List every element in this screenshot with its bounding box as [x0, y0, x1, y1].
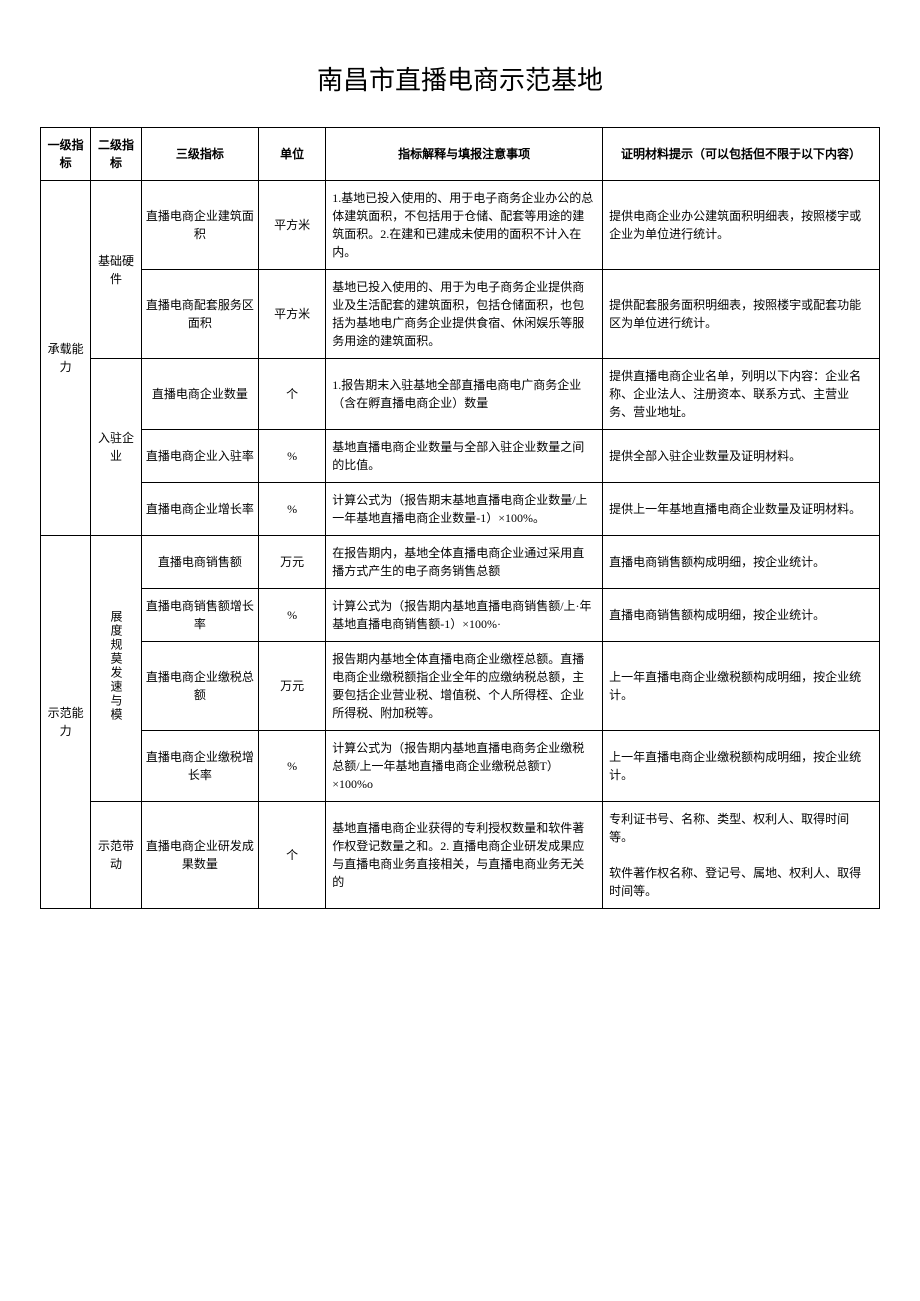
col6-cell: 提供配套服务面积明细表，按照楼宇或配套功能区为单位进行统计。 — [603, 270, 880, 359]
header-col5: 指标解释与填报注意事项 — [326, 128, 603, 181]
col6-cell: 提供全部入驻企业数量及证明材料。 — [603, 430, 880, 483]
col3-cell: 直播电商企业缴税增长率 — [141, 731, 258, 802]
table-row: 直播电商销售额增长率 % 计算公式为（报告期内基地直播电商销售额/上·年基地直播… — [41, 589, 880, 642]
col5-cell: 在报告期内，基地全体直播电商企业通过采用直播方式产生的电子商务销售总额 — [326, 536, 603, 589]
header-col4: 单位 — [259, 128, 326, 181]
col3-cell: 直播电商企业研发成果数量 — [141, 802, 258, 909]
header-col2: 二级指标 — [91, 128, 141, 181]
col3-cell: 直播电商销售额 — [141, 536, 258, 589]
col4-cell: 个 — [259, 802, 326, 909]
col5-cell: 基地已投入使用的、用于为电子商务企业提供商业及生活配套的建筑面积，包括仓储面积，… — [326, 270, 603, 359]
col4-cell: 个 — [259, 359, 326, 430]
col5-cell: 基地直播电商企业获得的专利授权数量和软件著作权登记数量之和。2. 直播电商企业研… — [326, 802, 603, 909]
header-col6: 证明材料提示（可以包括但不限于以下内容） — [603, 128, 880, 181]
col6-cell: 提供直播电商企业名单，列明以下内容：企业名称、企业法人、注册资本、联系方式、主营… — [603, 359, 880, 430]
table-row: 示范能力 展度规莫发速与模 直播电商销售额 万元 在报告期内，基地全体直播电商企… — [41, 536, 880, 589]
col6-cell: 上一年直播电商企业缴税额构成明细，按企业统计。 — [603, 731, 880, 802]
col5-cell: 报告期内基地全体直播电商企业缴桎总额。直播电商企业缴税额指企业全年的应缴纳税总额… — [326, 642, 603, 731]
col5-cell: 计算公式为（报告期内基地直播电商销售额/上·年基地直播电商销售额-1）×100%… — [326, 589, 603, 642]
table-row: 直播电商企业增长率 % 计算公式为（报告期末基地直播电商企业数量/上一年基地直播… — [41, 483, 880, 536]
col3-cell: 直播电商企业建筑面积 — [141, 181, 258, 270]
col4-cell: % — [259, 430, 326, 483]
table-row: 承载能力 基础硬件 直播电商企业建筑面积 平方米 1.基地已投入使用的、用于电子… — [41, 181, 880, 270]
col4-cell: 万元 — [259, 642, 326, 731]
header-col1: 一级指标 — [41, 128, 91, 181]
table-row: 示范带动 直播电商企业研发成果数量 个 基地直播电商企业获得的专利授权数量和软件… — [41, 802, 880, 909]
document-title: 南昌市直播电商示范基地 — [40, 60, 880, 97]
col6-cell: 直播电商销售额构成明细，按企业统计。 — [603, 589, 880, 642]
table-row: 直播电商企业入驻率 % 基地直播电商企业数量与全部入驻企业数量之间的比值。 提供… — [41, 430, 880, 483]
col4-cell: 平方米 — [259, 270, 326, 359]
col5-cell: 1.基地已投入使用的、用于电子商务企业办公的总体建筑面积，不包括用于仓储、配套等… — [326, 181, 603, 270]
col6-cell: 专利证书号、名称、类型、权利人、取得时间等。 软件著作权名称、登记号、属地、权利… — [603, 802, 880, 909]
col4-cell: % — [259, 731, 326, 802]
level2-cell: 示范带动 — [91, 802, 141, 909]
level1-cell: 承载能力 — [41, 181, 91, 536]
header-col3: 三级指标 — [141, 128, 258, 181]
table-row: 入驻企业 直播电商企业数量 个 1.报告期末入驻基地全部直播电商电广商务企业（含… — [41, 359, 880, 430]
col4-cell: 万元 — [259, 536, 326, 589]
col3-cell: 直播电商企业缴税总额 — [141, 642, 258, 731]
col3-cell: 直播电商配套服务区面积 — [141, 270, 258, 359]
col3-cell: 直播电商企业增长率 — [141, 483, 258, 536]
table-row: 直播电商配套服务区面积 平方米 基地已投入使用的、用于为电子商务企业提供商业及生… — [41, 270, 880, 359]
col4-cell: % — [259, 589, 326, 642]
col5-cell: 计算公式为（报告期末基地直播电商企业数量/上一年基地直播电商企业数量-1）×10… — [326, 483, 603, 536]
col6-cell: 提供电商企业办公建筑面积明细表，按照楼宇或企业为单位进行统计。 — [603, 181, 880, 270]
col5-cell: 基地直播电商企业数量与全部入驻企业数量之间的比值。 — [326, 430, 603, 483]
col4-cell: % — [259, 483, 326, 536]
table-row: 直播电商企业缴税增长率 % 计算公式为（报告期内基地直播电商务企业缴税总额/上一… — [41, 731, 880, 802]
indicator-table: 一级指标 二级指标 三级指标 单位 指标解释与填报注意事项 证明材料提示（可以包… — [40, 127, 880, 909]
table-header-row: 一级指标 二级指标 三级指标 单位 指标解释与填报注意事项 证明材料提示（可以包… — [41, 128, 880, 181]
col3-cell: 直播电商企业入驻率 — [141, 430, 258, 483]
col6-cell: 直播电商销售额构成明细，按企业统计。 — [603, 536, 880, 589]
col5-cell: 1.报告期末入驻基地全部直播电商电广商务企业（含在孵直播电商企业）数量 — [326, 359, 603, 430]
col3-cell: 直播电商销售额增长率 — [141, 589, 258, 642]
col3-cell: 直播电商企业数量 — [141, 359, 258, 430]
table-row: 直播电商企业缴税总额 万元 报告期内基地全体直播电商企业缴桎总额。直播电商企业缴… — [41, 642, 880, 731]
col6-cell: 上一年直播电商企业缴税额构成明细，按企业统计。 — [603, 642, 880, 731]
col4-cell: 平方米 — [259, 181, 326, 270]
level2-cell: 入驻企业 — [91, 359, 141, 536]
level1-cell: 示范能力 — [41, 536, 91, 909]
col5-cell: 计算公式为（报告期内基地直播电商务企业缴税总额/上一年基地直播电商企业缴税总额T… — [326, 731, 603, 802]
level2-cell: 展度规莫发速与模 — [91, 536, 141, 802]
level2-cell: 基础硬件 — [91, 181, 141, 359]
col6-cell: 提供上一年基地直播电商企业数量及证明材料。 — [603, 483, 880, 536]
